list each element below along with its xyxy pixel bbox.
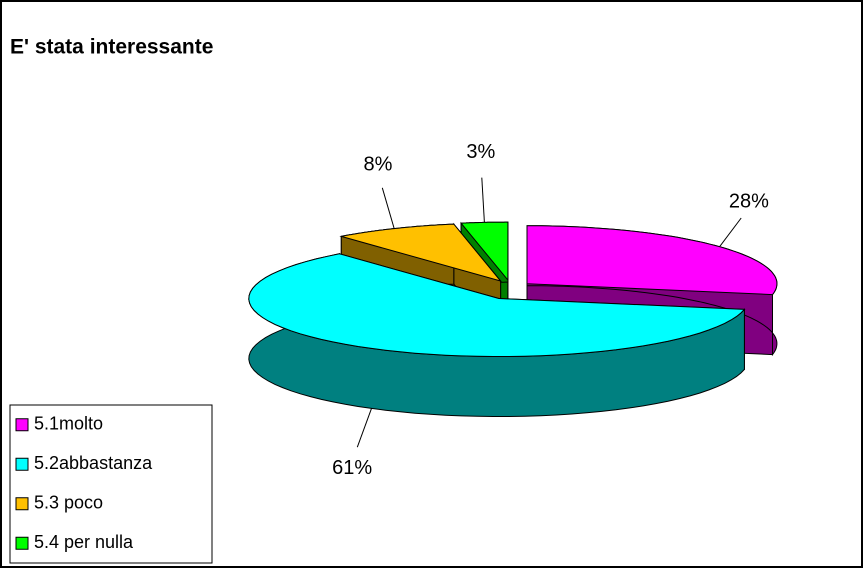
- leader-line: [356, 408, 372, 448]
- legend-label: 5.3 poco: [34, 493, 103, 513]
- legend-swatch: [15, 536, 29, 550]
- leader-line: [381, 187, 395, 229]
- data-label: 8%: [364, 154, 393, 176]
- legend-label: 5.1molto: [34, 414, 103, 434]
- legend-label: 5.2abbastanza: [34, 453, 153, 473]
- data-label: 61%: [332, 457, 372, 479]
- legend-swatch: [15, 418, 29, 432]
- slice: [248, 253, 746, 357]
- legend-swatch: [15, 497, 29, 511]
- data-label: 3%: [466, 141, 495, 163]
- leader-line: [719, 217, 742, 248]
- data-label: 28%: [729, 190, 769, 212]
- legend-box: [9, 404, 213, 564]
- legend-label: 5.4 per nulla: [34, 532, 134, 552]
- chart-title: E' stata interessante: [10, 36, 213, 59]
- legend-swatch: [15, 457, 29, 471]
- leader-line: [481, 177, 485, 223]
